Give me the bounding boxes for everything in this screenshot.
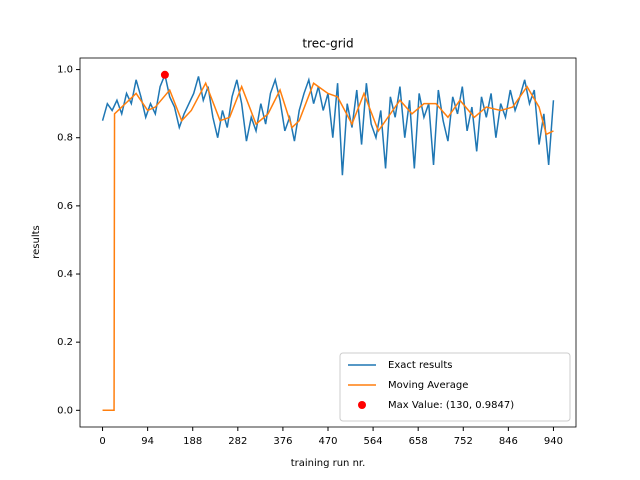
x-tick-label: 564	[364, 436, 383, 447]
chart-title: trec-grid	[302, 37, 353, 51]
x-tick-label: 282	[228, 436, 247, 447]
legend-box	[339, 352, 571, 422]
x-tick-label: 752	[454, 436, 473, 447]
max-point	[160, 70, 169, 79]
legend-swatch	[358, 401, 366, 409]
y-tick-label: 0.4	[57, 269, 73, 280]
x-tick-label: 188	[183, 436, 202, 447]
x-tick-label: 846	[499, 436, 518, 447]
x-axis-label: training run nr.	[291, 458, 366, 469]
x-tick-label: 0	[99, 436, 105, 447]
axes-frame	[79, 57, 577, 428]
x-tick-label: 376	[273, 436, 292, 447]
legend-label: Exact results	[388, 360, 452, 371]
y-tick-label: 0.2	[57, 337, 73, 348]
legend-label: Max Value: (130, 0.9847)	[388, 400, 514, 411]
y-axis-label: results	[31, 225, 42, 259]
x-tick-label: 94	[141, 436, 154, 447]
y-tick-label: 0.6	[57, 201, 73, 212]
x-tick-label: 658	[409, 436, 428, 447]
y-tick-label: 1.0	[57, 65, 73, 76]
x-tick-label: 940	[544, 436, 563, 447]
legend-label: Moving Average	[388, 380, 468, 391]
y-tick-label: 0.8	[57, 133, 73, 144]
data-line	[102, 81, 554, 412]
x-tick-label: 470	[318, 436, 337, 447]
y-tick-label: 0.0	[57, 405, 73, 416]
